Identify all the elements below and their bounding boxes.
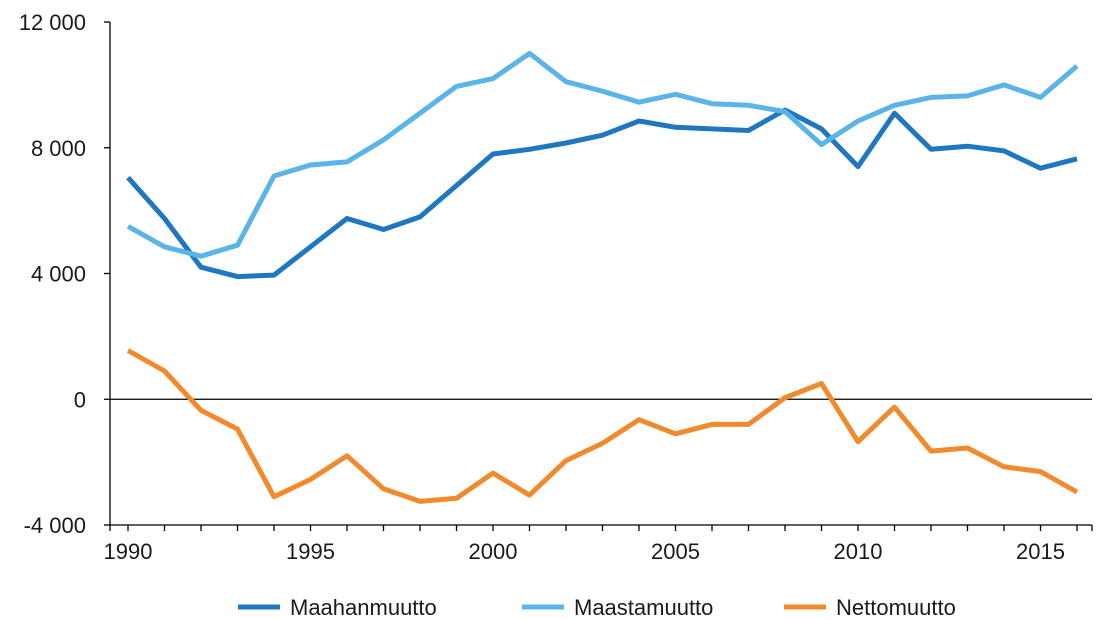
y-tick-label: 0: [74, 387, 86, 412]
x-tick-label: 1995: [286, 539, 335, 564]
x-tick-label: 2010: [834, 539, 883, 564]
legend-label: Nettomuutto: [836, 595, 956, 619]
y-tick-label: 8 000: [31, 136, 86, 161]
tick-labels: -4 000 0 4 000 8 000 12 000 1990 1995 2000 2005 2…: [19, 10, 1065, 564]
chart-axes: [104, 21, 1093, 531]
legend-label: Maastamuutto: [574, 595, 713, 619]
y-tick-label: 4 000: [31, 262, 86, 287]
x-tick-label: 2005: [651, 539, 700, 564]
series-line-maahanmuutto: [126, 107, 1078, 280]
x-tick-label: 2000: [469, 539, 518, 564]
series-line-maastamuutto: [126, 50, 1079, 259]
y-tick-label: 12 000: [19, 10, 86, 35]
series-line-nettomuutto: [126, 348, 1079, 504]
y-tick-label: -4 000: [24, 513, 86, 538]
legend-label: Maahanmuutto: [290, 595, 437, 619]
series-lines: [126, 50, 1079, 504]
legend: Maahanmuutto Maastamuutto Nettomuutto: [238, 595, 956, 619]
x-tick-label: 1990: [104, 539, 153, 564]
x-tick-label: 2015: [1016, 539, 1065, 564]
